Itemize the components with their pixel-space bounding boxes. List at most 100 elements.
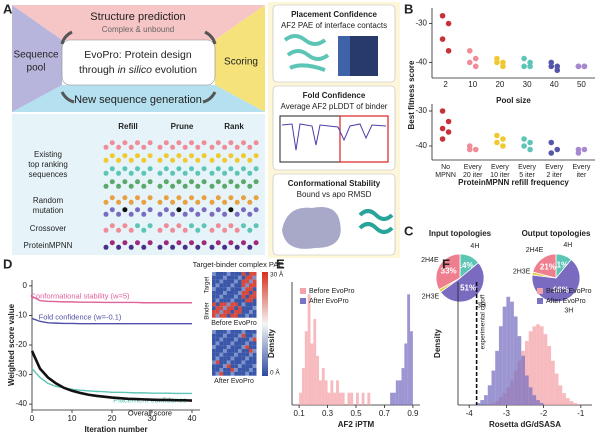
protein-icon — [358, 209, 394, 234]
heat-cell — [230, 352, 235, 357]
heat-cell — [245, 287, 250, 292]
bar — [562, 393, 566, 405]
bead — [182, 199, 188, 205]
pae-icon — [338, 36, 350, 76]
bead — [182, 144, 188, 150]
bar — [304, 331, 308, 405]
bead — [253, 166, 259, 172]
point — [521, 55, 527, 62]
heat-cell — [219, 313, 224, 318]
heat-cell — [249, 310, 253, 314]
heat-cell — [234, 345, 238, 350]
bead — [201, 153, 207, 159]
heat-cell — [230, 294, 235, 299]
bead — [189, 140, 194, 146]
heat-cell — [215, 345, 220, 350]
heat-cell — [234, 364, 238, 369]
bead — [195, 183, 201, 189]
point — [466, 47, 473, 54]
y-tick-label: -10 — [15, 311, 27, 320]
heat-cell — [215, 279, 220, 284]
bead — [109, 153, 115, 159]
heat-cell — [234, 302, 238, 307]
point — [494, 55, 500, 62]
point — [521, 136, 527, 142]
heat-cell — [241, 349, 246, 353]
heat-cell — [241, 298, 246, 303]
y-tick-label: -40 — [15, 399, 27, 408]
heat-cell — [241, 283, 246, 288]
bar — [313, 318, 317, 405]
bead — [141, 170, 147, 176]
point — [500, 143, 506, 149]
heat-cell — [212, 341, 216, 346]
heat-cell — [234, 341, 238, 346]
heat-cell — [212, 272, 216, 276]
panel-letter: D — [3, 256, 12, 271]
line — [31, 295, 192, 304]
bead — [103, 170, 109, 176]
generation-area — [12, 114, 265, 255]
heat-cell — [237, 291, 242, 295]
bead — [163, 207, 169, 213]
bead — [189, 195, 194, 201]
point — [500, 59, 506, 66]
heat-cell — [219, 310, 224, 314]
colorbar-label: 30 Å — [270, 270, 284, 279]
cycle-left — [12, 5, 62, 112]
heat-cell — [252, 341, 257, 346]
bead — [128, 211, 134, 217]
x-tick-label: 20 iter — [463, 172, 483, 179]
bead — [116, 144, 122, 150]
heat-cell — [223, 341, 227, 346]
heat-cell — [245, 283, 250, 288]
heat-cell — [219, 291, 224, 295]
heat-cell — [252, 368, 257, 372]
x-tick-label: -2 — [540, 409, 548, 418]
bar — [532, 326, 537, 405]
heat-cell — [219, 352, 224, 357]
bead — [122, 207, 128, 213]
series-label: Fold confidence (w=-0.1) — [39, 313, 122, 322]
point — [439, 36, 446, 42]
y-tick-label: -30 — [415, 19, 427, 28]
slice-name: 2H4E — [526, 247, 544, 254]
inset-caption: Before EvoPro — [211, 320, 257, 327]
heat-cell — [215, 310, 220, 314]
point — [466, 59, 473, 66]
bead — [189, 207, 194, 213]
bead — [116, 183, 122, 189]
bar — [310, 343, 314, 405]
bead — [176, 166, 182, 172]
bar — [301, 368, 305, 405]
bead — [122, 179, 128, 185]
heat-cell — [237, 333, 242, 338]
point — [445, 118, 452, 125]
heat-cell — [223, 349, 227, 353]
heat-cell — [249, 333, 253, 338]
x-tick-label: 5 iter — [519, 172, 535, 179]
bar — [321, 368, 325, 405]
heat-cell — [245, 306, 250, 311]
bead — [109, 166, 115, 172]
bead — [170, 227, 176, 233]
bead — [189, 179, 194, 185]
heat-cell — [215, 272, 220, 276]
bar — [327, 392, 331, 405]
bead — [170, 244, 176, 250]
slice-name: 2H3E — [513, 268, 531, 275]
bar — [336, 380, 339, 405]
heat-cell — [252, 283, 257, 288]
heat-cell — [226, 360, 231, 365]
heat-cell — [226, 310, 231, 314]
bar — [299, 392, 302, 405]
bead — [141, 183, 147, 189]
bar — [539, 403, 544, 405]
point — [521, 143, 527, 149]
bead — [141, 244, 147, 250]
point — [554, 63, 561, 70]
bead — [141, 227, 147, 233]
heat-cell — [245, 352, 250, 357]
bar — [319, 380, 322, 405]
